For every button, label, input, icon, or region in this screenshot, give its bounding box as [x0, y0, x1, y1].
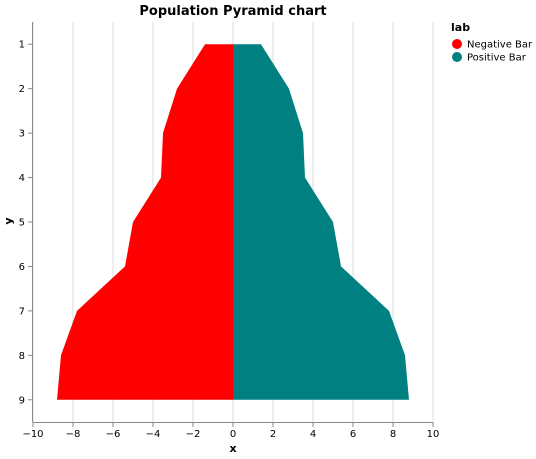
x-tick-label: 8	[390, 429, 396, 440]
x-tick-label: 0	[230, 429, 236, 440]
x-tick-label: 10	[427, 429, 440, 440]
legend-title: lab	[451, 21, 470, 34]
area-negative-bar	[57, 44, 233, 400]
legend: lab Negative Bar Positive Bar	[451, 21, 533, 64]
legend-swatch	[452, 52, 462, 62]
x-tick-label: 4	[310, 429, 316, 440]
legend-swatch	[452, 39, 462, 49]
y-tick-label: 2	[19, 84, 25, 95]
y-tick-label: 5	[19, 218, 25, 229]
legend-label: Positive Bar	[467, 53, 527, 64]
x-tick-label: −8	[66, 429, 81, 440]
y-axis: 1 2 3 4 5 6 7 8 9	[19, 22, 33, 422]
y-tick-label: 8	[19, 351, 25, 362]
x-tick-label: −2	[186, 429, 201, 440]
y-tick-label: 3	[19, 129, 25, 140]
y-tick-label: 7	[19, 306, 25, 317]
x-axis: −10 −8 −6 −4 −2 0 2 4 6 8 10	[22, 422, 439, 440]
area-positive-bar	[233, 44, 409, 400]
y-axis-title: y	[2, 217, 15, 224]
x-tick-label: −6	[106, 429, 121, 440]
y-tick-label: 4	[19, 173, 25, 184]
x-axis-title: x	[229, 442, 236, 455]
y-tick-label: 6	[19, 262, 25, 273]
x-tick-label: −4	[146, 429, 161, 440]
x-tick-label: 2	[270, 429, 276, 440]
chart-title: Population Pyramid chart	[139, 4, 326, 19]
plot-areas	[57, 44, 409, 400]
y-tick-label: 9	[19, 395, 25, 406]
y-tick-label: 1	[19, 40, 25, 51]
x-tick-label: −10	[22, 429, 43, 440]
x-tick-label: 6	[350, 429, 356, 440]
legend-label: Negative Bar	[467, 40, 533, 51]
